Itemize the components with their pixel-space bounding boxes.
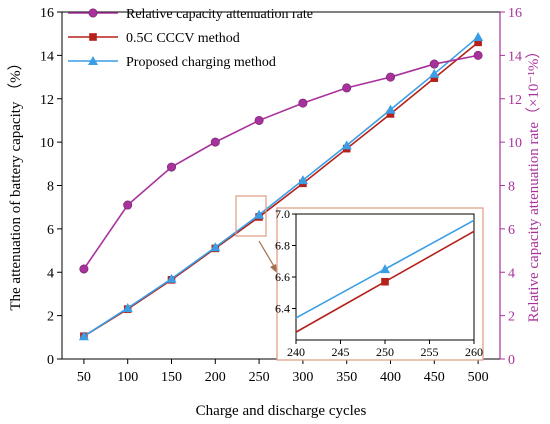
zoom-marker [235, 195, 277, 273]
inset-plot: 240 245 250 255 260 6.4 6.6 6.8 7.0 [275, 207, 484, 361]
data-point-2 [210, 242, 221, 252]
x-tick-label: 250 [249, 370, 270, 385]
y-left-tick-label: 0 [47, 353, 54, 368]
main-plot: 50 100 150 200 250 300 350 400 450 50002468101214… [40, 6, 522, 385]
data-point-1 [474, 38, 482, 47]
y-right-tick-label: 6 [508, 223, 515, 238]
inset-x-tick-label: 240 [287, 345, 305, 359]
data-point-2 [385, 104, 396, 114]
data-point-0 [123, 200, 133, 210]
series-line-2 [83, 36, 479, 337]
data-point-2 [297, 175, 308, 185]
series-line-1 [83, 41, 479, 337]
inset-y-tick-label: 6.8 [275, 239, 290, 253]
x-tick-label: 500 [468, 370, 489, 385]
x-tick-label: 400 [380, 370, 401, 385]
data-point-0 [473, 50, 483, 60]
inset-x-tick-label: 245 [332, 345, 350, 359]
y-axis-title-left: The attenuation of battery capacity （%） [7, 55, 24, 310]
zoom-region-box [235, 195, 267, 237]
data-point-2 [254, 209, 265, 219]
inset-data-point-1 [380, 264, 390, 274]
series-line-0 [83, 54, 479, 270]
y-left-tick-label: 14 [40, 49, 54, 64]
y-right-tick-label: 4 [508, 266, 515, 281]
inset-y-tick-label: 6.4 [275, 302, 290, 316]
legend-label: Relative capacity attenuation rate [126, 7, 313, 22]
inset-x-tick-label: 250 [376, 345, 394, 359]
data-point-0 [210, 137, 220, 147]
y-left-tick-label: 12 [40, 93, 54, 108]
x-tick-label: 450 [424, 370, 445, 385]
y-left-tick-label: 8 [47, 180, 54, 195]
y-left-tick-label: 10 [40, 136, 54, 151]
y-axis-title-right: Relative capacity attenuation rate（×10⁻¹… [525, 44, 542, 323]
data-point-0 [79, 264, 89, 274]
data-point-2 [341, 140, 352, 150]
zoom-arrow-head [270, 264, 277, 273]
data-point-2 [473, 31, 484, 41]
data-point-1 [386, 110, 395, 118]
inset-y-tick-label: 6.6 [275, 270, 290, 284]
x-tick-label: 350 [336, 370, 357, 385]
x-tick-label: 100 [117, 370, 138, 385]
data-point-0 [385, 72, 395, 82]
x-tick-label: 200 [205, 370, 226, 385]
y-right-tick-label: 14 [508, 49, 522, 64]
y-right-tick-label: 12 [508, 93, 522, 108]
data-point-0 [167, 162, 177, 172]
y-left-tick-label: 6 [47, 223, 54, 238]
data-point-0 [342, 83, 352, 93]
y-right-tick-label: 0 [508, 353, 515, 368]
x-tick-label: 150 [161, 370, 182, 385]
y-right-tick-label: 16 [508, 6, 522, 21]
inset-x-tick-label: 260 [465, 345, 483, 359]
y-right-tick-label: 10 [508, 136, 522, 151]
data-point-2 [429, 68, 440, 78]
legend-label: Proposed charging method [126, 55, 276, 70]
legend-marker [89, 33, 97, 41]
data-point-0 [254, 115, 264, 125]
legend: Relative capacity attenuation rate 0.5C C… [68, 7, 313, 70]
legend-label: 0.5C CCCV method [126, 31, 240, 46]
data-point-0 [429, 59, 439, 69]
y-left-tick-label: 2 [47, 310, 54, 325]
x-axis-title: Charge and discharge cycles [196, 403, 367, 419]
data-point-1 [430, 74, 439, 82]
data-point-2 [166, 273, 177, 283]
inset-data-point-0 [381, 277, 389, 286]
legend-marker [88, 56, 98, 65]
y-right-tick-label: 8 [508, 180, 515, 195]
y-left-tick-label: 16 [40, 6, 54, 21]
data-point-2 [78, 331, 89, 341]
legend-marker [88, 8, 98, 18]
data-point-2 [122, 303, 133, 313]
zoom-arrow-line [258, 240, 276, 269]
y-left-tick-label: 4 [47, 266, 54, 281]
x-tick-label: 50 [77, 370, 91, 385]
data-point-0 [298, 98, 308, 108]
inset-x-tick-label: 255 [421, 345, 439, 359]
x-tick-label: 300 [292, 370, 313, 385]
inset-y-tick-label: 7.0 [275, 207, 290, 221]
y-right-tick-label: 2 [508, 310, 515, 325]
